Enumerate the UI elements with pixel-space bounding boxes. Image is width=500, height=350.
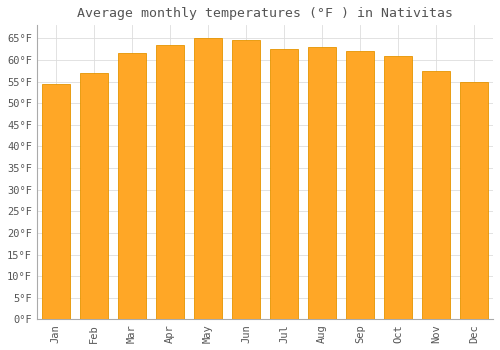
Bar <box>194 38 222 320</box>
Bar <box>42 84 70 320</box>
Bar <box>156 45 184 320</box>
Bar <box>270 49 298 320</box>
Bar <box>118 54 146 320</box>
Title: Average monthly temperatures (°F ) in Nativitas: Average monthly temperatures (°F ) in Na… <box>77 7 453 20</box>
Bar <box>308 47 336 320</box>
Bar <box>346 51 374 320</box>
Bar <box>460 82 488 320</box>
Bar <box>384 56 412 320</box>
Bar <box>422 71 450 320</box>
Bar <box>232 40 260 320</box>
Bar <box>80 73 108 320</box>
